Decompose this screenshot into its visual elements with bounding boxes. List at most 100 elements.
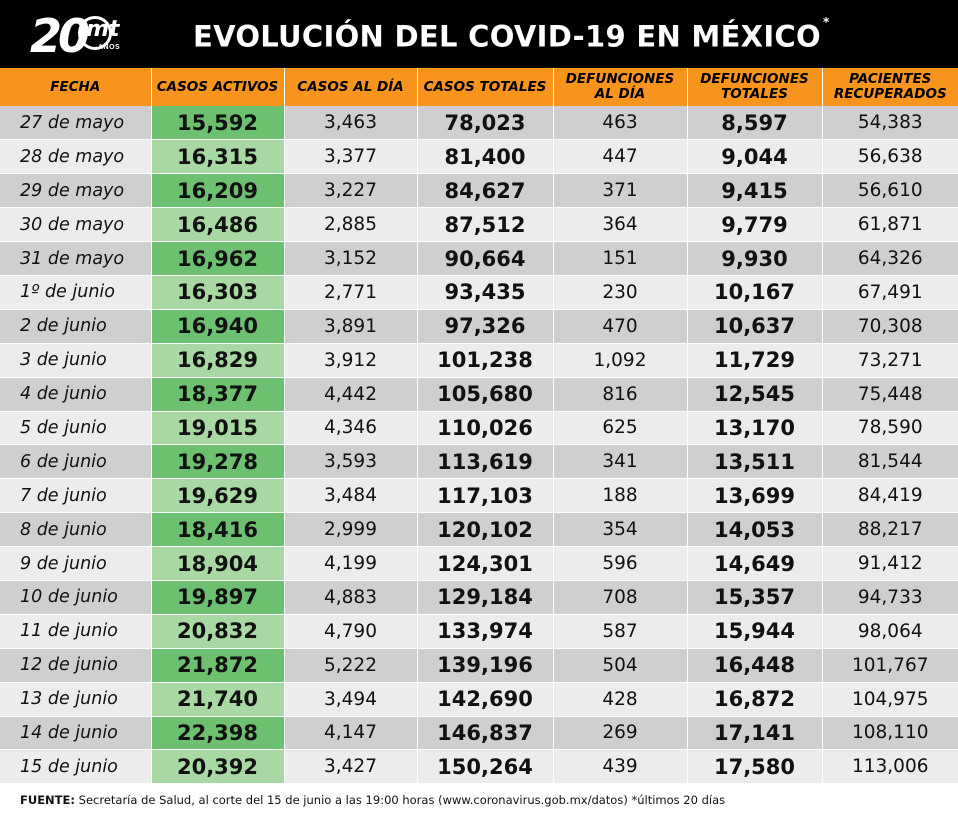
cell-casos-al-dia: 2,999	[284, 512, 418, 548]
cell-defunciones-totales: 11,729	[687, 343, 823, 378]
logo-brand: mt	[86, 17, 120, 42]
cell-defunciones-al-dia: 151	[553, 241, 688, 276]
cell-casos-totales: 105,680	[417, 377, 554, 412]
cell-pacientes-recuperados: 54,383	[822, 106, 958, 141]
cell-casos-totales: 117,103	[417, 478, 554, 514]
cell-casos-totales: 90,664	[417, 241, 554, 276]
cell-casos-al-dia: 4,147	[284, 716, 418, 751]
table-row: 1º de junio 16,303 2,771 93,435 230 10,167 67,…	[0, 275, 958, 310]
source-footnote: FUENTE: Secretaría de Salud, al corte de…	[0, 787, 958, 813]
cell-casos-totales: 84,627	[417, 173, 554, 209]
cell-fecha: 29 de mayo	[0, 173, 152, 209]
table-row: 31 de mayo 16,962 3,152 90,664 151 9,930 64,32…	[0, 241, 958, 276]
table-row: 10 de junio 19,897 4,883 129,184 708 15,357 94…	[0, 580, 958, 615]
cell-casos-al-dia: 3,912	[284, 343, 418, 378]
cell-casos-totales: 142,690	[417, 682, 554, 717]
cell-casos-activos: 18,377	[151, 377, 285, 412]
cell-pacientes-recuperados: 84,419	[822, 478, 958, 514]
cell-casos-al-dia: 2,771	[284, 275, 418, 310]
cell-casos-al-dia: 4,346	[284, 411, 418, 446]
cell-pacientes-recuperados: 78,590	[822, 411, 958, 446]
cell-casos-totales: 101,238	[417, 343, 554, 378]
cell-pacientes-recuperados: 113,006	[822, 749, 958, 785]
cell-pacientes-recuperados: 67,491	[822, 275, 958, 310]
cell-casos-al-dia: 4,790	[284, 614, 418, 649]
cell-fecha: 11 de junio	[0, 614, 152, 649]
table-row: 8 de junio 18,416 2,999 120,102 354 14,053 88,…	[0, 512, 958, 548]
cell-casos-activos: 16,303	[151, 275, 285, 310]
cell-casos-al-dia: 5,222	[284, 648, 418, 683]
cell-defunciones-al-dia: 188	[553, 478, 688, 514]
cell-fecha: 9 de junio	[0, 546, 152, 581]
table-row: 15 de junio 20,392 3,427 150,264 439 17,580 11…	[0, 749, 958, 785]
cell-fecha: 4 de junio	[0, 377, 152, 412]
cell-fecha: 5 de junio	[0, 411, 152, 446]
cell-pacientes-recuperados: 56,638	[822, 139, 958, 175]
cell-pacientes-recuperados: 73,271	[822, 343, 958, 378]
column-header-fecha: FECHA	[0, 68, 152, 106]
cell-fecha: 14 de junio	[0, 716, 152, 751]
cell-defunciones-totales: 14,053	[687, 512, 823, 548]
cell-pacientes-recuperados: 88,217	[822, 512, 958, 548]
cell-casos-totales: 133,974	[417, 614, 554, 649]
cell-defunciones-al-dia: 371	[553, 173, 688, 209]
table-body: 27 de mayo 15,592 3,463 78,023 463 8,597 54,38…	[0, 106, 958, 785]
cell-pacientes-recuperados: 94,733	[822, 580, 958, 615]
cell-defunciones-al-dia: 596	[553, 546, 688, 581]
cell-fecha: 30 de mayo	[0, 207, 152, 243]
cell-casos-activos: 21,872	[151, 648, 285, 683]
cell-casos-activos: 16,315	[151, 139, 285, 175]
cell-fecha: 31 de mayo	[0, 241, 152, 276]
cell-defunciones-al-dia: 364	[553, 207, 688, 243]
cell-casos-totales: 110,026	[417, 411, 554, 446]
cell-pacientes-recuperados: 98,064	[822, 614, 958, 649]
cell-casos-activos: 16,209	[151, 173, 285, 209]
cell-casos-activos: 20,832	[151, 614, 285, 649]
cell-casos-al-dia: 3,377	[284, 139, 418, 175]
cell-fecha: 10 de junio	[0, 580, 152, 615]
cell-fecha: 8 de junio	[0, 512, 152, 548]
cell-defunciones-totales: 13,170	[687, 411, 823, 446]
cell-defunciones-totales: 16,448	[687, 648, 823, 683]
cell-defunciones-totales: 16,872	[687, 682, 823, 717]
cell-pacientes-recuperados: 91,412	[822, 546, 958, 581]
cell-defunciones-totales: 8,597	[687, 106, 823, 141]
title-bar: 20 mt AÑOS EVOLUCIÓN DEL COVID-19 EN MÉX…	[0, 0, 958, 68]
cell-defunciones-totales: 14,649	[687, 546, 823, 581]
cell-casos-totales: 93,435	[417, 275, 554, 310]
cell-casos-al-dia: 3,427	[284, 749, 418, 785]
cell-casos-totales: 78,023	[417, 106, 554, 141]
page-title: EVOLUCIÓN DEL COVID-19 EN MÉXICO *	[193, 12, 830, 54]
source-text: Secretaría de Salud, al corte del 15 de …	[78, 793, 726, 807]
table-row: 28 de mayo 16,315 3,377 81,400 447 9,044 56,63…	[0, 139, 958, 175]
cell-casos-al-dia: 3,484	[284, 478, 418, 514]
cell-casos-activos: 19,629	[151, 478, 285, 514]
cell-casos-totales: 124,301	[417, 546, 554, 581]
table-row: 6 de junio 19,278 3,593 113,619 341 13,511 81,…	[0, 444, 958, 480]
cell-defunciones-al-dia: 230	[553, 275, 688, 310]
cell-casos-al-dia: 3,593	[284, 444, 418, 480]
column-header-defunciones-totales: DEFUNCIONES TOTALES	[687, 68, 823, 106]
cell-casos-totales: 97,326	[417, 309, 554, 344]
cell-pacientes-recuperados: 64,326	[822, 241, 958, 276]
cell-casos-activos: 16,962	[151, 241, 285, 276]
cell-casos-activos: 22,398	[151, 716, 285, 751]
cell-pacientes-recuperados: 104,975	[822, 682, 958, 717]
cell-casos-al-dia: 4,199	[284, 546, 418, 581]
cell-pacientes-recuperados: 56,610	[822, 173, 958, 209]
source-label: FUENTE:	[20, 793, 75, 807]
logo-ring-icon	[78, 16, 112, 50]
cell-casos-activos: 20,392	[151, 749, 285, 785]
table-row: 30 de mayo 16,486 2,885 87,512 364 9,779 61,87…	[0, 207, 958, 243]
cell-fecha: 28 de mayo	[0, 139, 152, 175]
cell-casos-activos: 16,486	[151, 207, 285, 243]
page-title-text: EVOLUCIÓN DEL COVID-19 EN MÉXICO	[193, 19, 821, 54]
cell-pacientes-recuperados: 108,110	[822, 716, 958, 751]
cell-defunciones-al-dia: 587	[553, 614, 688, 649]
cell-defunciones-totales: 10,637	[687, 309, 823, 344]
cell-defunciones-totales: 9,930	[687, 241, 823, 276]
table-row: 9 de junio 18,904 4,199 124,301 596 14,649 91,…	[0, 546, 958, 581]
cell-defunciones-totales: 10,167	[687, 275, 823, 310]
cell-casos-al-dia: 3,227	[284, 173, 418, 209]
cell-defunciones-totales: 13,699	[687, 478, 823, 514]
